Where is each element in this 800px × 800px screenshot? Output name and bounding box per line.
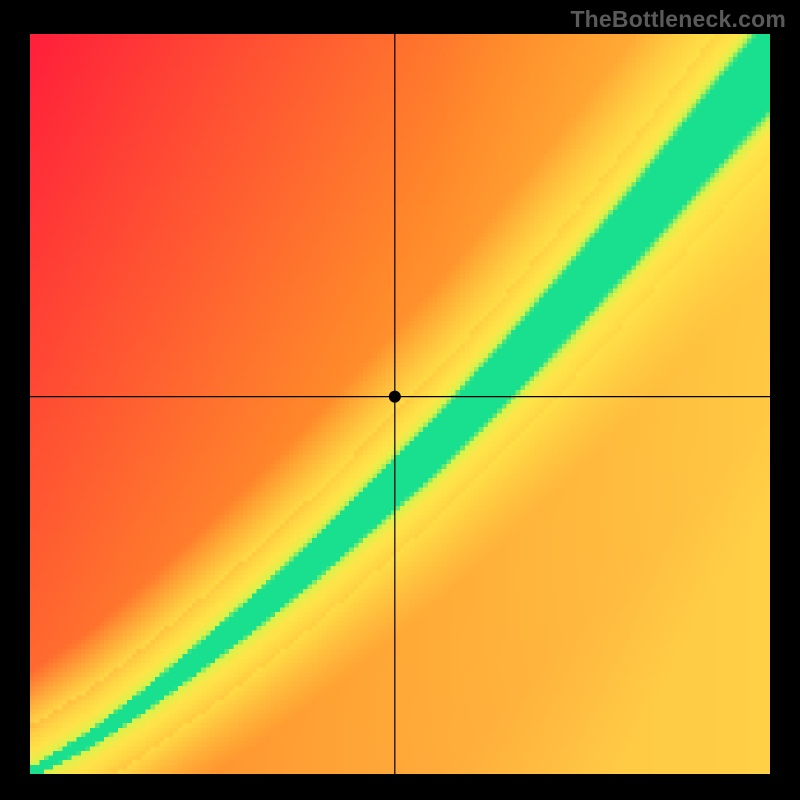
heatmap-canvas [30, 34, 770, 774]
heatmap-plot [30, 34, 770, 774]
watermark-text: TheBottleneck.com [570, 6, 786, 33]
